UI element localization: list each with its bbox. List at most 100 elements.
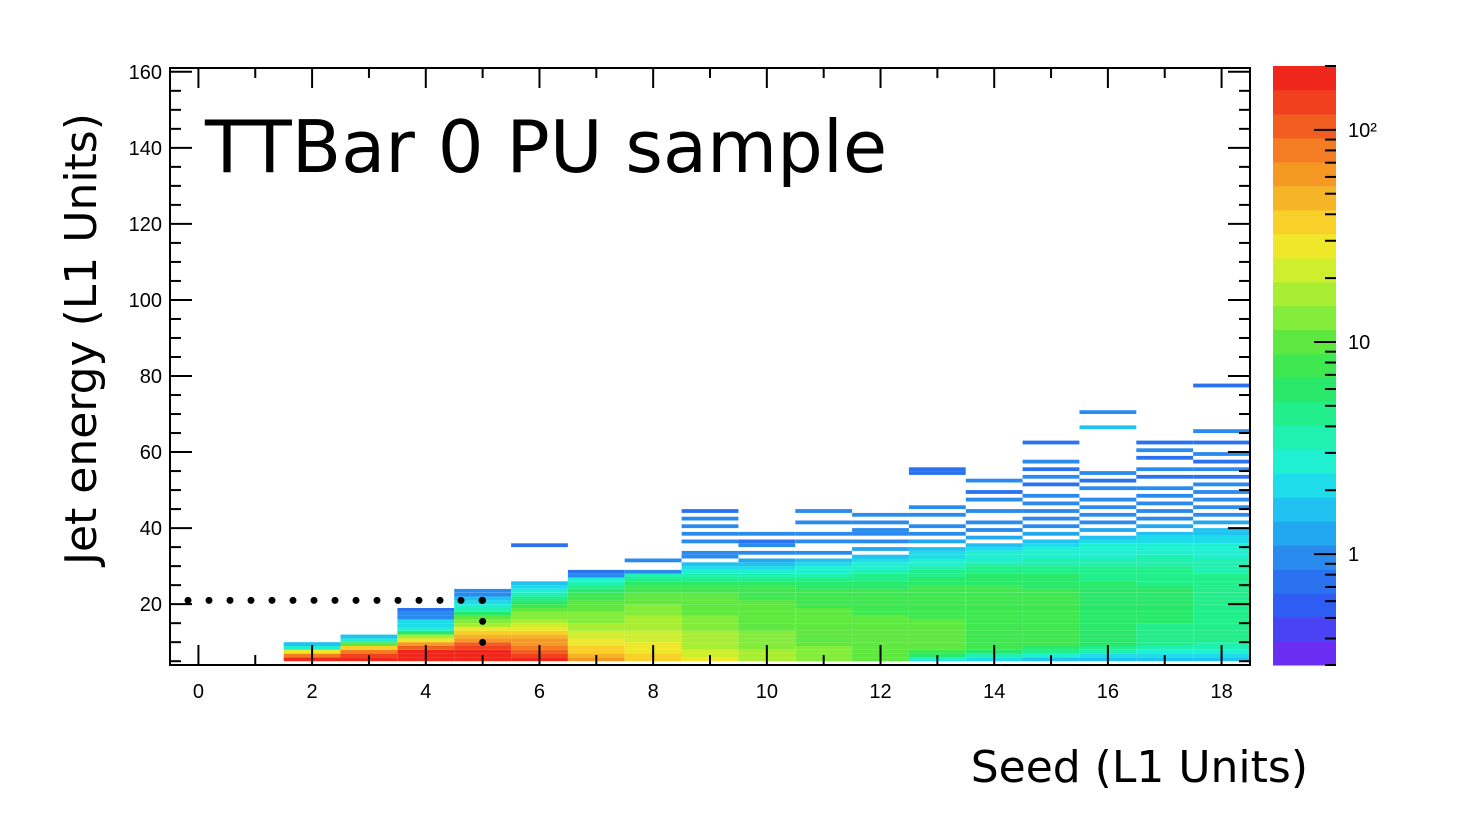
colorbar-swatch [1273,113,1336,139]
heatmap-cell [567,588,625,593]
heatmap-cell [624,600,682,605]
heatmap-cell [908,608,966,612]
y-axis-ticks: 20 40 60 80 100 120 140 160 [129,62,1250,663]
heatmap-cell [795,634,853,639]
heatmap-cell [738,630,796,635]
heatmap-cell [1193,638,1250,643]
heatmap-cell [1079,562,1137,567]
heatmap-cell [908,558,966,563]
heatmap-cell [908,623,966,627]
heatmap-cell [1079,547,1137,551]
heatmap-cell [681,562,739,567]
heatmap-cell [340,634,398,639]
heatmap-cell [795,562,853,567]
colorbar-swatch [1273,593,1336,618]
heatmap-cell [681,588,739,593]
heatmap-cell [1022,630,1080,635]
heatmap-cell [965,566,1023,570]
heatmap-cell [965,509,1023,513]
heatmap-cell [1193,577,1250,582]
heatmap-cell [852,634,909,639]
heatmap-cell [567,630,625,635]
heatmap-cell [1193,611,1250,616]
heatmap-cell [908,588,966,593]
heatmap-cell [624,634,682,639]
heatmap-cell [852,520,909,525]
heatmap-cell [908,577,966,582]
heatmap-cell [1022,592,1080,597]
heatmap-cell [738,627,796,631]
heatmap-cell [1022,604,1080,608]
heatmap-cell [1193,505,1250,510]
colorbar-label: 10² [1348,120,1377,142]
heatmap-cell [1136,611,1194,616]
heatmap-cell [397,611,455,616]
heatmap-cell [795,550,853,555]
colorbar-label: 10 [1348,332,1370,354]
heatmap-cell [397,623,455,627]
heatmap-cell [567,642,625,646]
y-tick-label: 20 [140,594,162,616]
heatmap-cell [908,524,966,529]
heatmap-cell [795,619,853,624]
y-tick-label: 140 [129,138,162,160]
heatmap-cell [1136,543,1194,548]
heatmap-cell [1079,642,1137,646]
heatmap-cell [1136,577,1194,582]
heatmap-cell [1136,615,1194,620]
heatmap-cell [852,588,909,593]
heatmap-cell [738,573,796,578]
heatmap-cell [852,528,909,532]
heatmap-cell [1193,581,1250,586]
heatmap-cell [738,604,796,608]
colorbar: 1 10 10² [1273,65,1377,666]
heatmap-cell [454,615,511,620]
heatmap-cell [567,634,625,639]
heatmap-cell [1193,573,1250,578]
heatmap-cell [965,638,1023,643]
heatmap-cell [1136,493,1194,498]
heatmap-cell [852,569,909,574]
heatmap-cell [681,531,739,536]
heatmap-cell [795,585,853,589]
heatmap-cell [681,596,739,601]
heatmap-cell [852,577,909,582]
heatmap-cell [852,531,909,536]
heatmap-cell [1079,573,1137,578]
heatmap-cell [795,581,853,586]
heatmap-cell [1079,528,1137,532]
heatmap-cell [567,581,625,586]
heatmap-cell [852,630,909,635]
colorbar-swatch [1273,473,1336,498]
heatmap-cell [1022,611,1080,616]
heatmap-cell [965,623,1023,627]
heatmap-cell [624,630,682,635]
heatmap-cell [567,592,625,597]
heatmap-cell [1136,642,1194,646]
heatmap-cell [511,627,568,631]
heatmap-cell [1193,440,1250,445]
heatmap-cell [511,600,568,605]
heatmap-cell [1022,474,1080,479]
heatmap-cell [1136,554,1194,559]
heatmap-cell [624,604,682,608]
heatmap-cell [1193,569,1250,574]
heatmap-cell [1079,627,1137,631]
heatmap-cell [511,604,568,608]
heatmap-cell [852,600,909,605]
heatmap-cell [908,642,966,646]
heatmap-cell [681,634,739,639]
heatmap-cell [738,615,796,620]
heatmap-cell [852,642,909,646]
heatmap-cell [511,608,568,612]
heatmap-cell [795,531,853,536]
heatmap-cell [908,585,966,589]
heatmap-cell [624,558,682,563]
heatmap-cell [1193,459,1250,464]
x-tick-label: 12 [869,681,891,703]
heatmap-cell [681,573,739,578]
heatmap-cell [454,588,511,593]
heatmap-cell [908,630,966,635]
heatmap-cell [1079,569,1137,574]
